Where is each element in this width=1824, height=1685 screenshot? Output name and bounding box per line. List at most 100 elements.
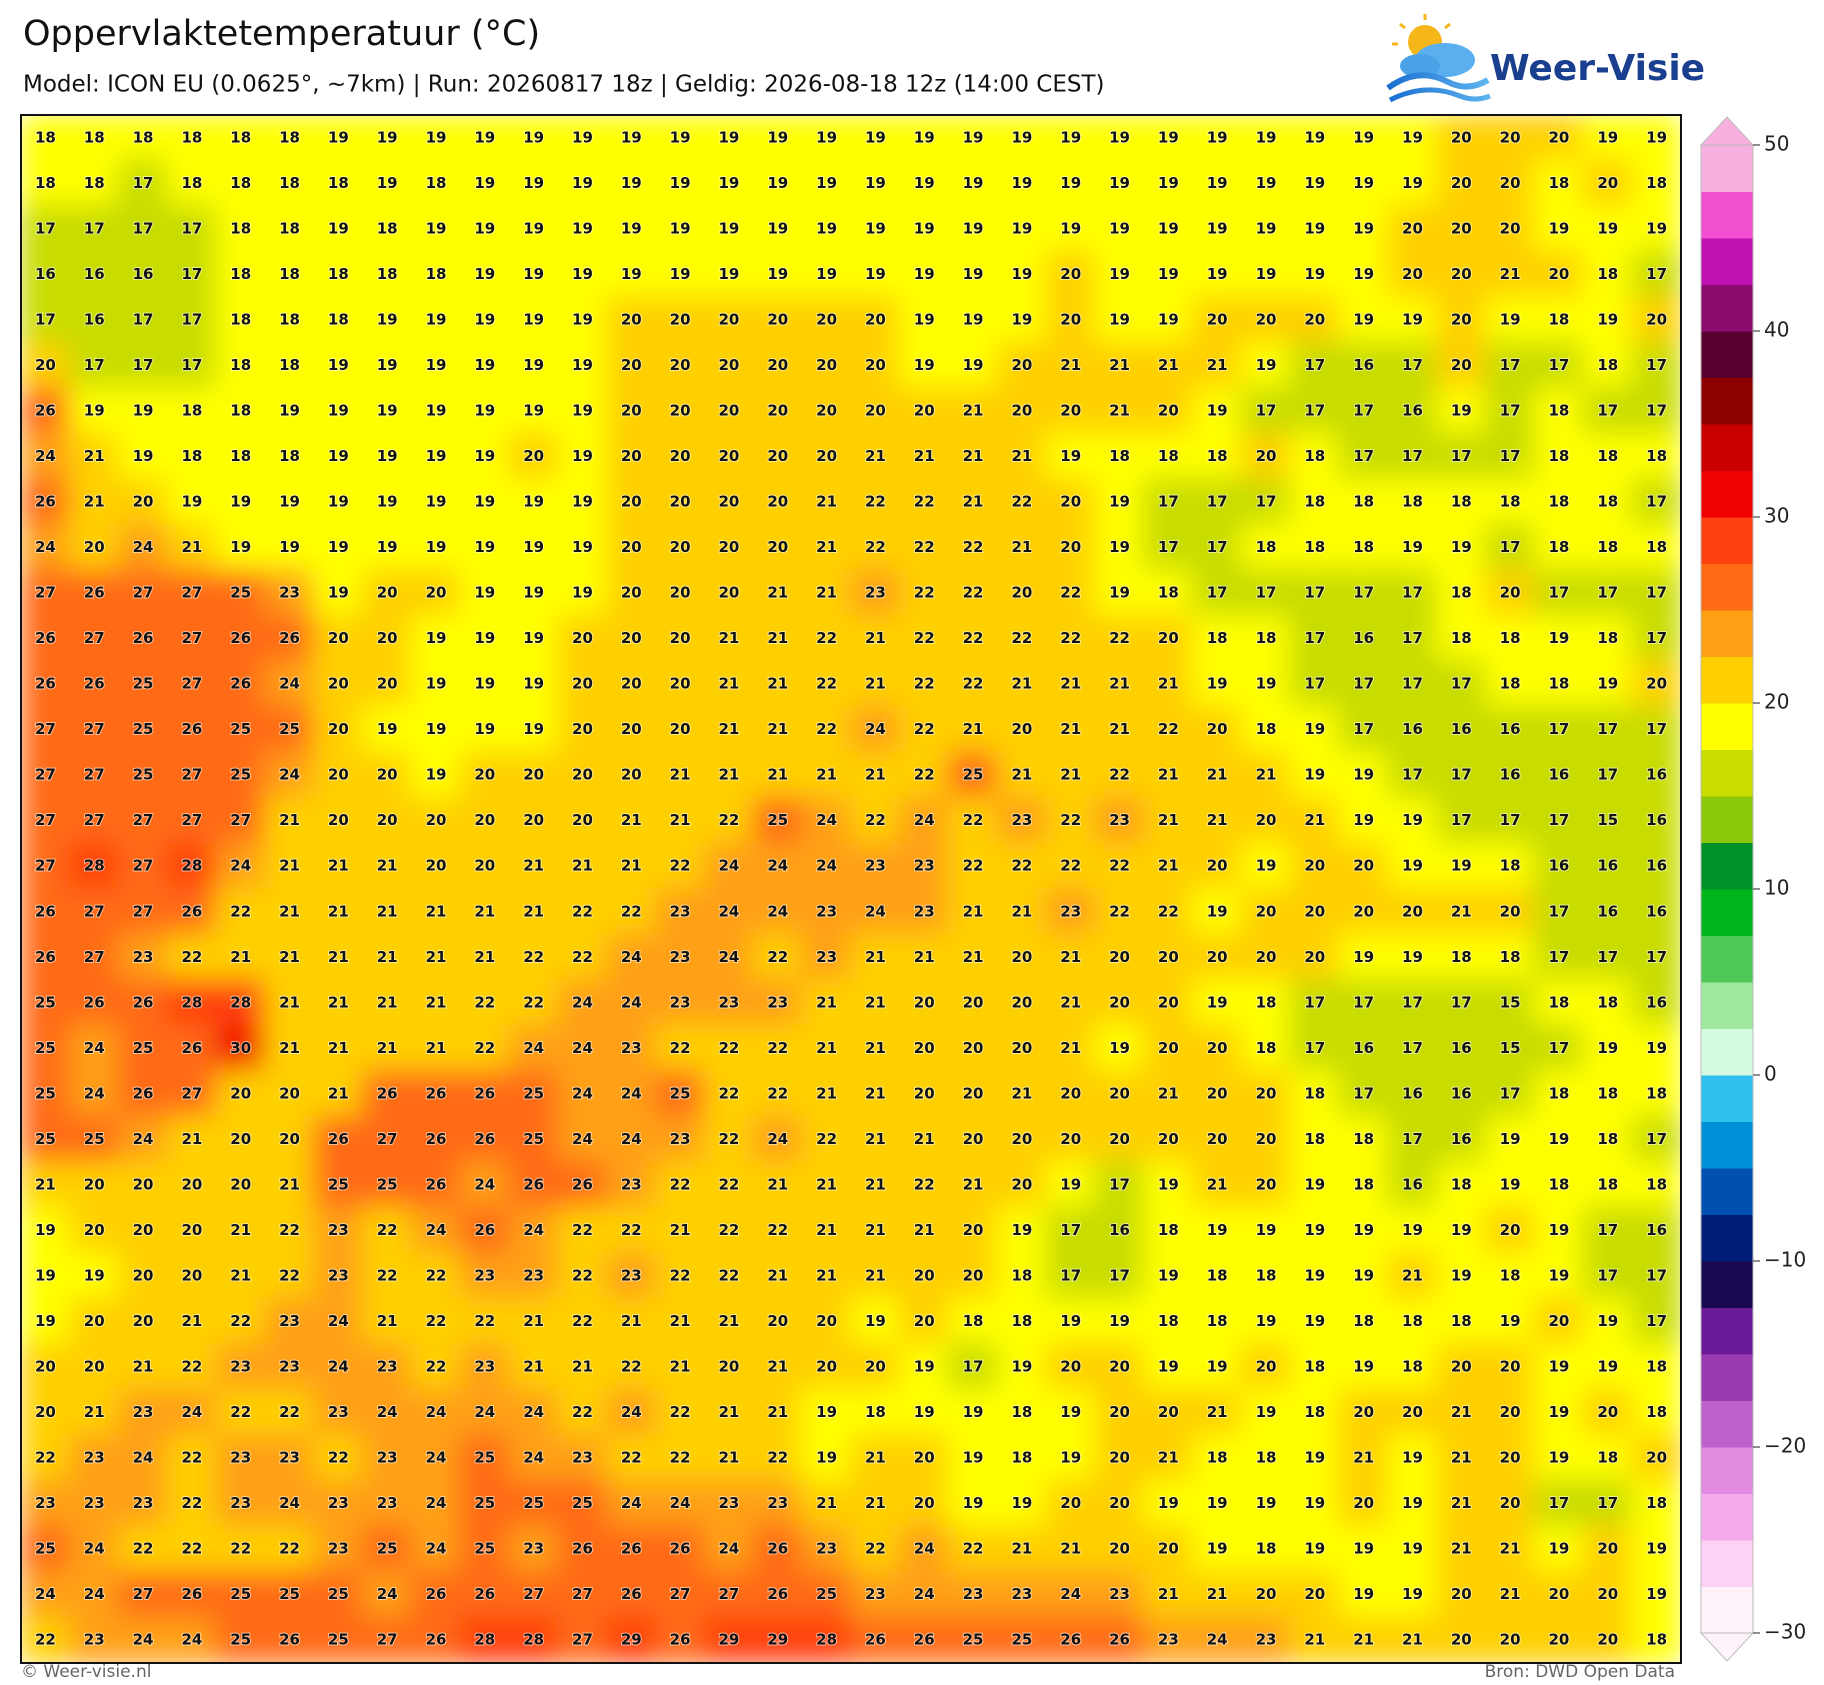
temperature-label: 19 bbox=[279, 493, 300, 511]
temperature-label: 24 bbox=[767, 857, 788, 875]
temperature-label: 19 bbox=[474, 356, 495, 374]
temperature-label: 20 bbox=[816, 447, 837, 465]
temperature-label: 22 bbox=[230, 902, 251, 920]
temperature-label: 17 bbox=[1158, 538, 1179, 556]
temperature-cell bbox=[215, 387, 267, 435]
temperature-cell bbox=[312, 1024, 364, 1073]
temperature-label: 16 bbox=[1646, 902, 1667, 920]
temperature-label: 19 bbox=[35, 1221, 56, 1239]
temperature-label: 20 bbox=[865, 356, 886, 374]
temperature-cell bbox=[117, 1252, 169, 1300]
temperature-cell bbox=[1045, 1252, 1097, 1300]
temperature-cell bbox=[1387, 478, 1438, 526]
temperature-label: 23 bbox=[914, 857, 935, 875]
temperature-cell bbox=[508, 478, 560, 526]
temperature-cell bbox=[1142, 705, 1194, 754]
temperature-label: 19 bbox=[1060, 219, 1081, 237]
temperature-cell bbox=[21, 614, 71, 663]
temperature-label: 19 bbox=[1011, 1221, 1032, 1239]
temperature-label: 17 bbox=[1207, 584, 1228, 602]
temperature-label: 23 bbox=[670, 1130, 691, 1148]
temperature-label: 19 bbox=[1011, 1494, 1032, 1512]
temperature-label: 25 bbox=[133, 766, 154, 784]
temperature-label: 20 bbox=[523, 811, 544, 829]
temperature-cell bbox=[996, 432, 1048, 481]
temperature-cell bbox=[21, 569, 71, 617]
temperature-label: 21 bbox=[816, 766, 837, 784]
temperature-label: 20 bbox=[1060, 1358, 1081, 1376]
temperature-cell bbox=[1142, 933, 1194, 982]
temperature-cell bbox=[1435, 614, 1487, 663]
temperature-cell bbox=[459, 1161, 511, 1209]
temperature-cell bbox=[1484, 205, 1536, 253]
temperature-cell bbox=[166, 1252, 218, 1300]
temperature-cell bbox=[312, 569, 364, 617]
temperature-cell bbox=[654, 1297, 706, 1346]
temperature-cell bbox=[1094, 1252, 1145, 1300]
temperature-cell bbox=[1191, 387, 1243, 435]
temperature-cell bbox=[1582, 250, 1634, 299]
temperature-label: 21 bbox=[328, 948, 349, 966]
temperature-cell bbox=[117, 296, 169, 344]
temperature-cell bbox=[1387, 115, 1438, 162]
temperature-cell bbox=[215, 1070, 267, 1118]
temperature-cell bbox=[996, 250, 1048, 299]
temperature-cell bbox=[117, 432, 169, 481]
temperature-label: 22 bbox=[670, 1449, 691, 1467]
temperature-label: 19 bbox=[1353, 219, 1374, 237]
temperature-label: 24 bbox=[621, 993, 642, 1011]
temperature-label: 18 bbox=[279, 310, 300, 328]
temperature-cell bbox=[996, 387, 1048, 435]
temperature-label: 17 bbox=[1402, 1039, 1423, 1057]
temperature-cell bbox=[508, 1070, 560, 1118]
temperature-label: 25 bbox=[377, 1175, 398, 1193]
temperature-label: 21 bbox=[865, 1084, 886, 1102]
temperature-label: 24 bbox=[621, 1494, 642, 1512]
colorbar-label: 10 bbox=[1764, 876, 1789, 900]
temperature-label: 19 bbox=[914, 1403, 935, 1421]
temperature-label: 21 bbox=[1207, 811, 1228, 829]
temperature-label: 18 bbox=[1207, 1267, 1228, 1285]
temperature-label: 20 bbox=[1011, 993, 1032, 1011]
temperature-label: 19 bbox=[523, 675, 544, 693]
temperature-cell bbox=[1631, 614, 1681, 663]
temperature-label: 23 bbox=[328, 1221, 349, 1239]
temperature-cell bbox=[947, 432, 999, 481]
temperature-cell bbox=[947, 614, 999, 663]
temperature-label: 19 bbox=[523, 128, 544, 146]
temperature-label: 21 bbox=[719, 720, 740, 738]
temperature-cell bbox=[1435, 569, 1487, 617]
temperature-cell bbox=[850, 660, 901, 708]
temperature-label: 16 bbox=[1353, 356, 1374, 374]
temperature-label: 18 bbox=[1549, 174, 1570, 192]
temperature-label: 19 bbox=[1207, 174, 1228, 192]
temperature-label: 21 bbox=[279, 811, 300, 829]
temperature-label: 17 bbox=[1597, 401, 1618, 419]
temperature-label: 19 bbox=[426, 766, 447, 784]
temperature-cell bbox=[21, 842, 71, 890]
temperature-cell bbox=[166, 1297, 218, 1346]
temperature-label: 20 bbox=[621, 493, 642, 511]
temperature-label: 19 bbox=[328, 356, 349, 374]
temperature-cell bbox=[1387, 250, 1438, 299]
temperature-label: 17 bbox=[1256, 584, 1277, 602]
temperature-label: 18 bbox=[1549, 447, 1570, 465]
temperature-cell bbox=[264, 888, 315, 936]
temperature-cell bbox=[117, 387, 169, 435]
temperature-label: 20 bbox=[767, 356, 788, 374]
temperature-label: 26 bbox=[474, 1585, 495, 1603]
temperature-cell bbox=[361, 1115, 413, 1164]
temperature-cell bbox=[947, 341, 999, 390]
temperature-label: 19 bbox=[1011, 310, 1032, 328]
temperature-label: 20 bbox=[670, 675, 691, 693]
temperature-label: 20 bbox=[133, 493, 154, 511]
temperature-cell bbox=[410, 842, 462, 890]
temperature-cell bbox=[1289, 1115, 1341, 1164]
temperature-cell bbox=[1533, 933, 1585, 982]
temperature-label: 20 bbox=[670, 310, 691, 328]
temperature-label: 19 bbox=[1256, 128, 1277, 146]
temperature-label: 19 bbox=[1109, 1312, 1130, 1330]
colorbar-band bbox=[1701, 563, 1753, 611]
temperature-cell bbox=[117, 614, 169, 663]
temperature-label: 22 bbox=[963, 1540, 984, 1558]
